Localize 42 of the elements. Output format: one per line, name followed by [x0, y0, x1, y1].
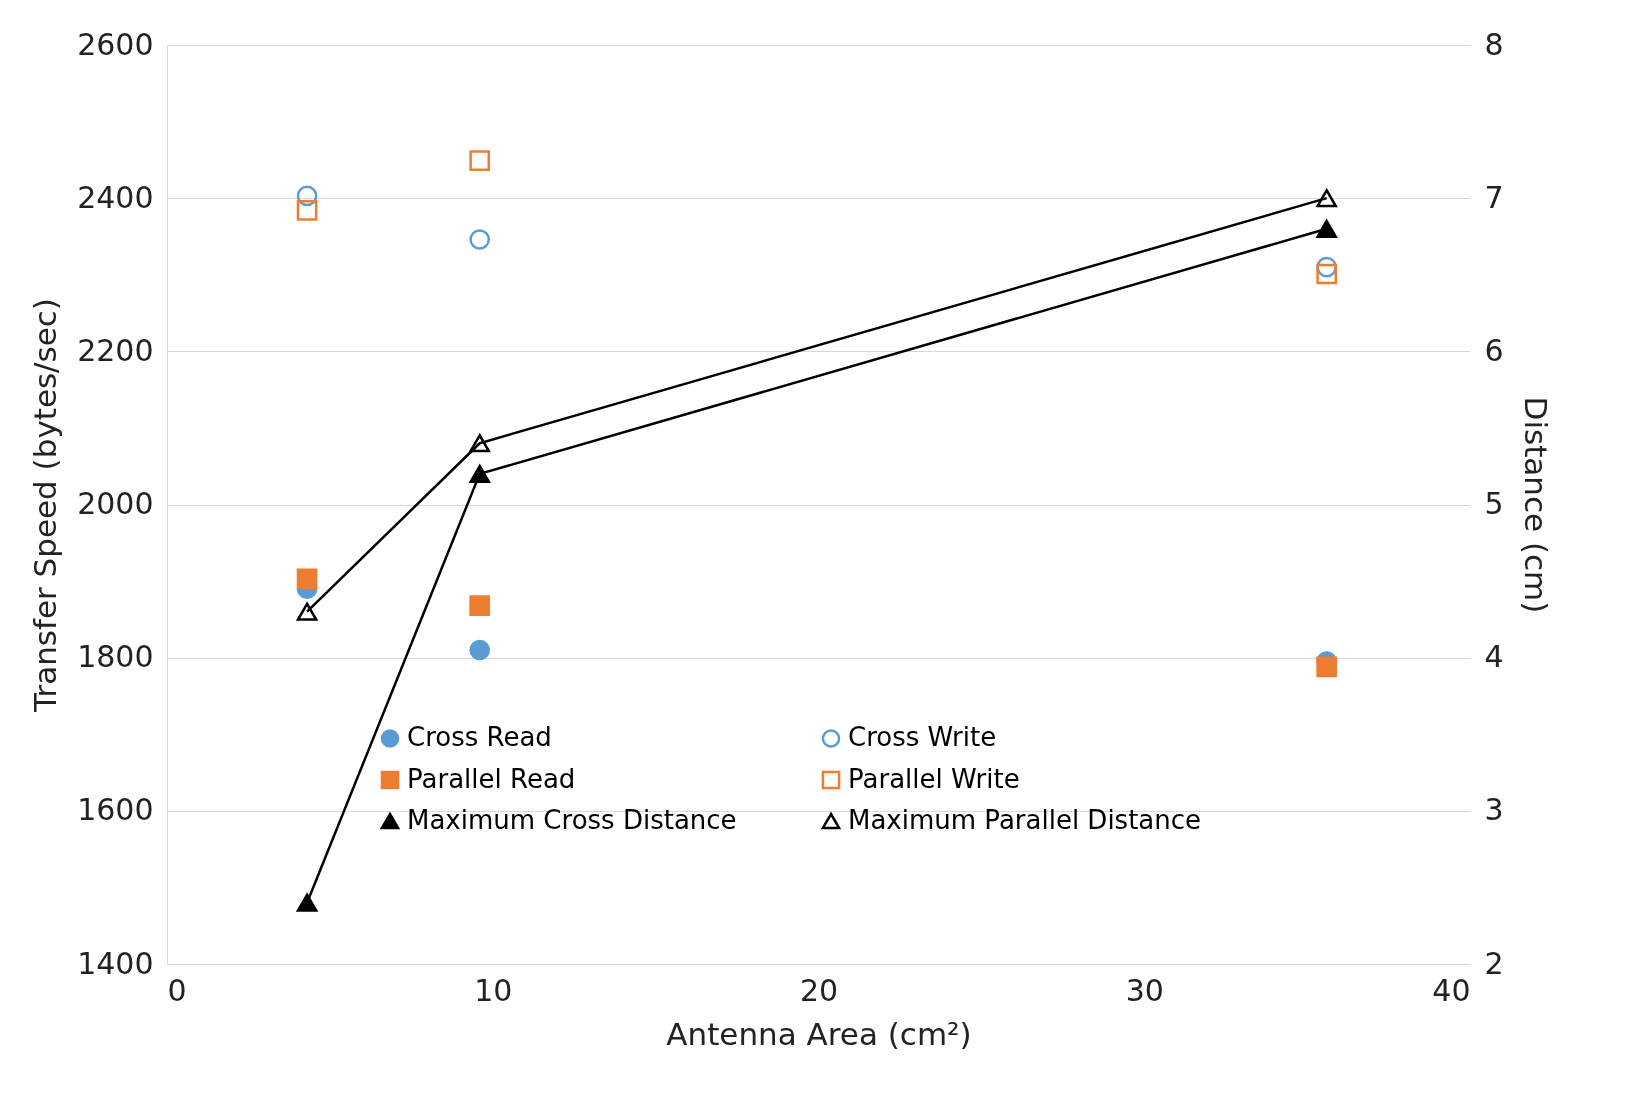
legend-label: Maximum Parallel Distance	[848, 805, 1202, 835]
point	[296, 893, 318, 912]
x-tick-label: 0	[167, 972, 187, 1008]
y2-tick-label: 5	[1484, 486, 1504, 521]
y-tick-label: 2600	[77, 26, 154, 62]
point	[469, 229, 491, 250]
y2-tick-label: 8	[1484, 26, 1504, 62]
x-tick-label: 10	[474, 972, 513, 1008]
y-tick-label: 2200	[77, 332, 154, 368]
legend-label: Maximum Cross Distance	[407, 805, 737, 835]
point	[469, 595, 491, 616]
y-tick-label: 2000	[77, 486, 154, 521]
y2-tick-label: 3	[1484, 792, 1504, 828]
legend-label: Cross Write	[848, 722, 997, 753]
x-tick-label: 40	[1432, 972, 1471, 1008]
legend-label: Cross Read	[407, 722, 552, 753]
y2-tick-label: 4	[1484, 639, 1504, 675]
x-tick-label: 20	[799, 972, 839, 1008]
x-axis-title: Antenna Area (cm²)	[666, 1015, 972, 1052]
point	[296, 568, 318, 590]
y-tick-label: 1400	[77, 945, 154, 981]
y2-tick-label: 7	[1484, 179, 1504, 215]
point	[469, 150, 491, 171]
legend-label: Parallel Read	[407, 764, 576, 794]
x-tick-label: 30	[1125, 972, 1164, 1008]
point	[1316, 189, 1337, 208]
y2-axis-title: Distance (cm)	[1517, 396, 1554, 614]
y-axis-title: Transfer Speed (bytes/sec)	[27, 298, 64, 713]
y-tick-label: 1800	[77, 639, 154, 675]
y2-tick-label: 2	[1484, 945, 1504, 981]
point	[1316, 656, 1337, 678]
y-tick-label: 2400	[77, 179, 154, 215]
point	[469, 464, 491, 483]
point	[296, 200, 318, 221]
point	[469, 639, 491, 661]
point	[296, 602, 318, 621]
point	[1316, 219, 1337, 238]
legend-label: Parallel Write	[848, 764, 1020, 794]
point	[1316, 263, 1337, 285]
y2-tick-label: 6	[1484, 332, 1504, 368]
y-tick-label: 1600	[77, 792, 154, 828]
point	[469, 434, 491, 453]
